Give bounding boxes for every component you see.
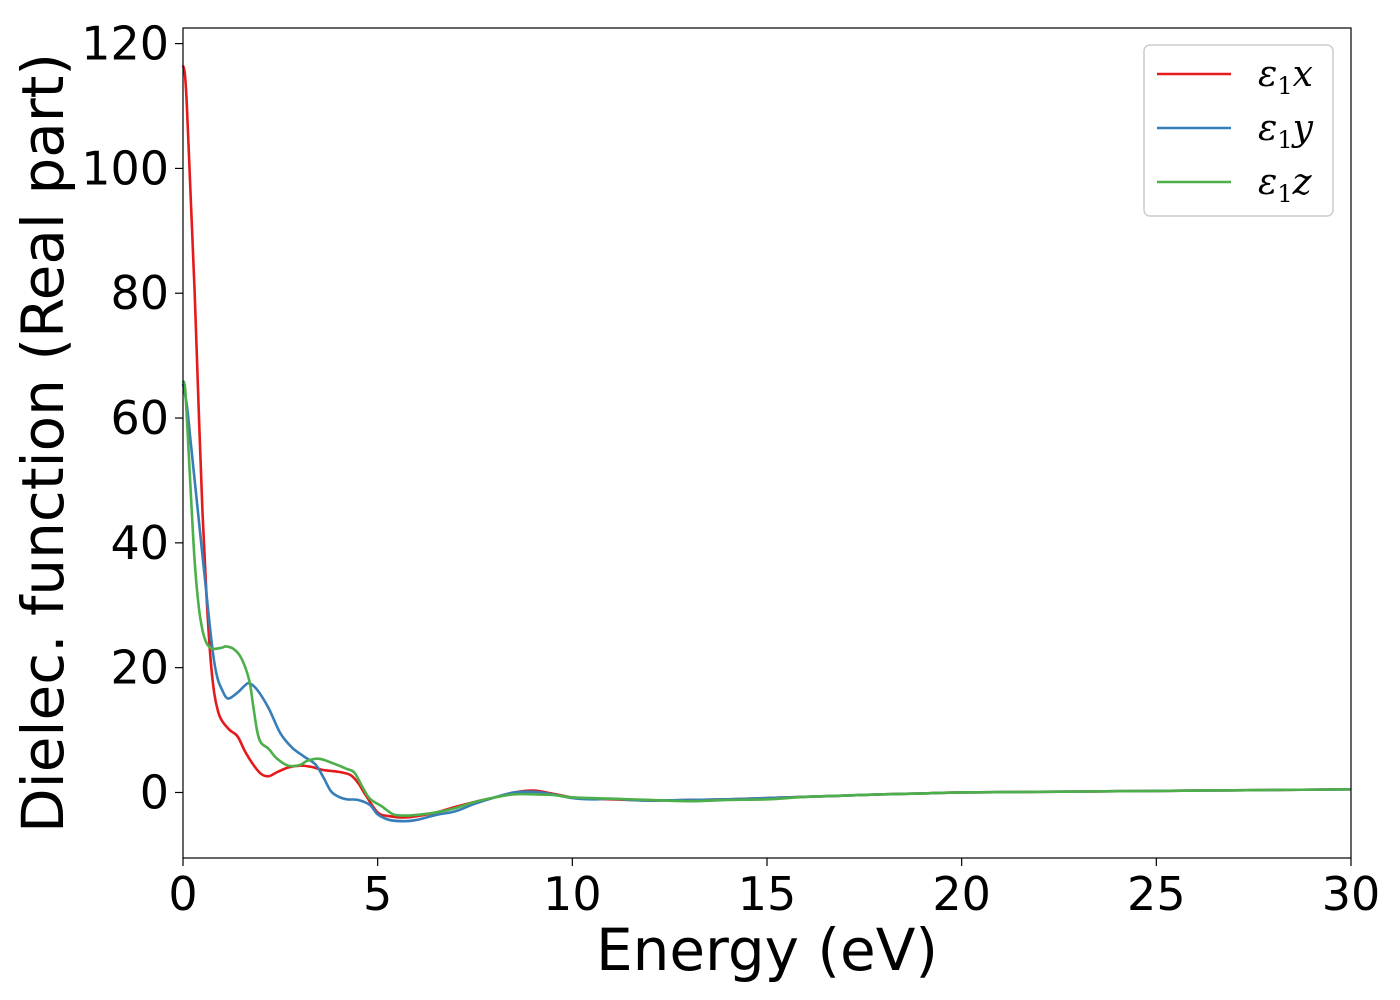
y-tick-label: 40: [110, 516, 169, 570]
series-line-z: [181, 380, 1352, 817]
legend-label-z: ε1z: [1258, 162, 1313, 208]
y-axis-label: Dielec. function (Real part): [9, 53, 77, 833]
series-lines: [181, 65, 1352, 823]
y-axis-ticks: 0 20 40 60 80 100 120: [81, 17, 183, 819]
x-axis-label: Energy (eV): [596, 916, 938, 984]
x-tick-label: 20: [932, 867, 991, 921]
y-tick-label: 80: [110, 266, 169, 320]
x-tick-label: 15: [738, 867, 797, 921]
legend-label-x: ε1x: [1258, 54, 1313, 100]
legend-box: [1143, 44, 1334, 217]
x-tick-label: 25: [1127, 867, 1186, 921]
x-tick-label: 10: [543, 867, 602, 921]
y-tick-label: 120: [81, 17, 169, 71]
y-tick-label: 60: [110, 391, 169, 445]
y-tick-label: 100: [81, 141, 169, 195]
legend-label-y: ε1y: [1258, 108, 1314, 154]
y-tick-label: 0: [140, 765, 169, 819]
x-tick-label: 30: [1322, 867, 1381, 921]
legend: ε1x ε1y ε1z: [1143, 44, 1334, 217]
x-tick-label: 5: [363, 867, 392, 921]
y-tick-label: 20: [110, 641, 169, 695]
x-axis-ticks: 0 5 10 15 20 25 30: [168, 858, 1380, 921]
x-tick-label: 0: [168, 867, 197, 921]
